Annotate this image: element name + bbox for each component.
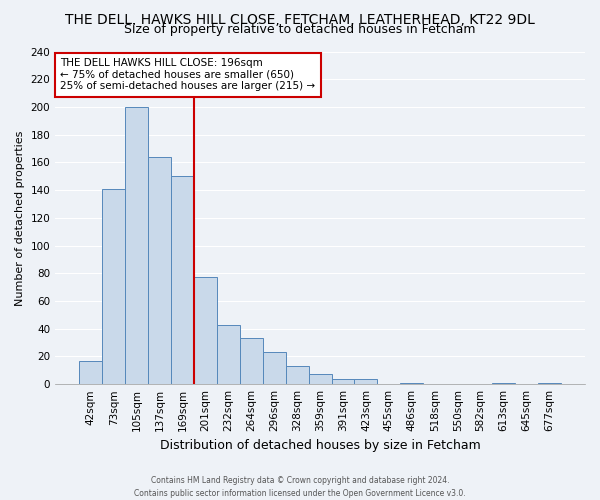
Text: THE DELL, HAWKS HILL CLOSE, FETCHAM, LEATHERHEAD, KT22 9DL: THE DELL, HAWKS HILL CLOSE, FETCHAM, LEA… bbox=[65, 12, 535, 26]
Text: Contains HM Land Registry data © Crown copyright and database right 2024.
Contai: Contains HM Land Registry data © Crown c… bbox=[134, 476, 466, 498]
Bar bbox=[171, 176, 194, 384]
Bar bbox=[308, 374, 332, 384]
Bar bbox=[492, 383, 515, 384]
Text: THE DELL HAWKS HILL CLOSE: 196sqm
← 75% of detached houses are smaller (650)
25%: THE DELL HAWKS HILL CLOSE: 196sqm ← 75% … bbox=[61, 58, 316, 92]
Text: Size of property relative to detached houses in Fetcham: Size of property relative to detached ho… bbox=[124, 22, 476, 36]
Bar bbox=[148, 157, 171, 384]
Bar bbox=[538, 383, 561, 384]
Bar bbox=[125, 107, 148, 384]
Bar bbox=[102, 188, 125, 384]
X-axis label: Distribution of detached houses by size in Fetcham: Distribution of detached houses by size … bbox=[160, 440, 481, 452]
Bar bbox=[400, 383, 423, 384]
Bar bbox=[263, 352, 286, 384]
Bar bbox=[286, 366, 308, 384]
Bar bbox=[217, 324, 240, 384]
Bar bbox=[79, 360, 102, 384]
Bar bbox=[240, 338, 263, 384]
Y-axis label: Number of detached properties: Number of detached properties bbox=[15, 130, 25, 306]
Bar bbox=[194, 278, 217, 384]
Bar bbox=[355, 378, 377, 384]
Bar bbox=[332, 378, 355, 384]
